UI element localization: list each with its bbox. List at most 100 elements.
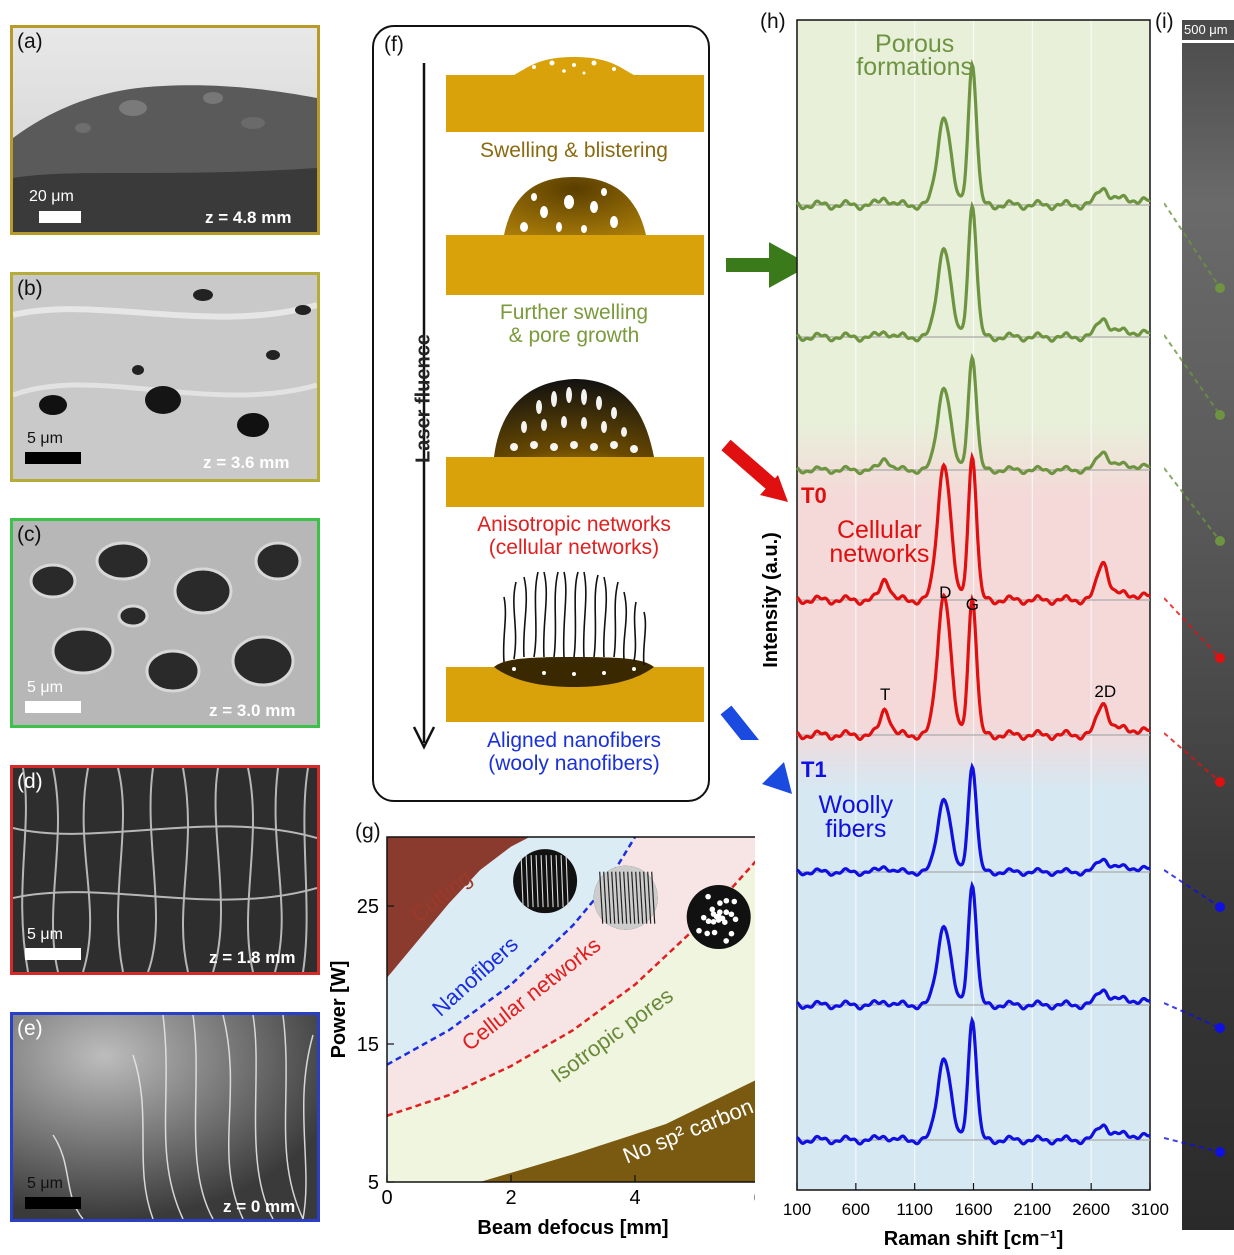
x-tick-label: 1600	[955, 1200, 993, 1219]
stage-caption-3: Anisotropic networks (cellular networks)	[477, 513, 671, 559]
stage-caption-2: Further swelling & pore growth	[499, 301, 649, 347]
peak-label-d: D	[939, 583, 951, 602]
group-label-porous: formations	[856, 53, 973, 81]
sem-image-c	[13, 521, 317, 725]
boundary-cellular	[386, 860, 755, 1117]
sem-image-b	[13, 275, 317, 479]
peak-label-t: T	[880, 685, 890, 704]
sem-panel-c: (c) 5 μm z = 3.0 mm	[10, 518, 320, 728]
y-tick-label: 15	[357, 1034, 379, 1056]
schematic-drawing	[412, 57, 704, 750]
panel-label-c: (c)	[17, 523, 42, 546]
sample-point	[1215, 653, 1225, 663]
sample-point	[1215, 536, 1225, 546]
arrow-blue	[720, 705, 759, 740]
sem-image-d	[13, 768, 317, 972]
group-tag-t1: T1	[801, 757, 827, 782]
sem-panel-a: (a) 20 μm z = 4.8 mm	[10, 25, 320, 235]
y-axis-label: Power [W]	[328, 961, 350, 1059]
group-label-woolly: fibers	[825, 815, 886, 843]
peak-label-2d: 2D	[1094, 682, 1116, 701]
scale-bar-d	[25, 948, 81, 960]
scale-bar-c	[25, 701, 81, 713]
raman-spectrum-line	[795, 451, 1151, 606]
arrow-blue-head	[762, 762, 792, 794]
panel-label-a: (a)	[17, 30, 43, 53]
z-text-b: z = 3.6 mm	[203, 453, 290, 472]
y-axis-label: Intensity (a.u.)	[760, 532, 782, 668]
panel-label-f: (f)	[384, 33, 404, 56]
raman-spectrum-line	[796, 352, 1151, 476]
scale-bar-i	[1182, 40, 1234, 43]
sample-point	[1215, 410, 1225, 420]
group-label-cellular: Cellular	[837, 516, 922, 544]
y-tick-label: 5	[368, 1172, 379, 1194]
raman-spectrum-line	[795, 58, 1151, 212]
scale-text-b: 5 μm	[27, 430, 63, 447]
connector-arrows	[720, 242, 811, 740]
raman-spectrum-line	[796, 1015, 1151, 1146]
sem-panel-e: (e) 5 μm z = 0 mm	[10, 1012, 320, 1222]
x-tick-label: 1100	[896, 1200, 933, 1219]
x-axis-label: Raman shift [cm⁻¹]	[884, 1228, 1063, 1250]
y-tick-label: 25	[357, 896, 379, 918]
x-tick-label: 4	[629, 1187, 640, 1209]
fluence-label: Laser fluence	[412, 334, 435, 463]
sem-image-a	[13, 28, 317, 232]
arrow-green	[726, 242, 811, 288]
sample-points	[1164, 202, 1225, 1157]
group-label-cellular: networks	[829, 540, 929, 568]
panel-label-d: (d)	[17, 770, 43, 793]
sample-point	[1215, 283, 1225, 293]
group-tag-t0: T0	[801, 483, 827, 508]
x-tick-label: 6	[753, 1187, 755, 1209]
raman-spectrum-line	[796, 880, 1151, 1011]
group-label-woolly: Woolly	[819, 791, 894, 819]
x-axis-label: Beam defocus [mm]	[477, 1217, 668, 1239]
peak-label-g: G	[966, 595, 979, 614]
stage-caption-4: Aligned nanofibers (wooly nanofibers)	[487, 729, 661, 775]
scale-text-d: 5 μm	[27, 926, 63, 943]
raman-spectrum-line	[796, 762, 1151, 878]
z-text-c: z = 3.0 mm	[209, 701, 296, 720]
sample-point	[1215, 1023, 1225, 1033]
sem-panel-i: 500 μm	[1182, 20, 1234, 1230]
z-text-d: z = 1.8 mm	[209, 948, 296, 967]
sample-point	[1215, 777, 1225, 787]
x-tick-label: 2100	[1013, 1200, 1051, 1219]
scale-bar-e	[25, 1197, 81, 1209]
x-tick-label: 0	[381, 1187, 392, 1209]
sample-point	[1215, 1147, 1225, 1157]
sem-panel-d: (d) 5 μm z = 1.8 mm	[10, 765, 320, 975]
panel-label-b: (b)	[17, 277, 43, 300]
scale-bar-a	[39, 211, 81, 223]
x-tick-label: 2600	[1072, 1200, 1110, 1219]
panel-label-h: (h)	[760, 10, 786, 33]
z-text-e: z = 0 mm	[223, 1197, 296, 1216]
x-tick-label: 100	[783, 1200, 811, 1219]
scale-text-e: 5 μm	[27, 1175, 63, 1192]
z-text-a: z = 4.8 mm	[205, 208, 292, 227]
scale-text-c: 5 μm	[27, 679, 63, 696]
x-tick-label: 600	[842, 1200, 870, 1219]
panel-label-g: (g)	[355, 820, 381, 843]
raman-spectrum-line	[795, 592, 1151, 742]
stage-caption-1: Swelling & blistering	[480, 139, 668, 162]
sem-image-e	[13, 1015, 317, 1219]
region-no-sp2	[480, 1080, 755, 1182]
stage-swelling-shape	[446, 57, 704, 132]
scale-bar-b	[25, 452, 81, 464]
scale-text-a: 20 μm	[29, 188, 74, 205]
raman-spectrum-line	[796, 200, 1151, 343]
scale-text-i: 500 μm	[1184, 22, 1228, 37]
x-tick-label: 3100	[1131, 1200, 1169, 1219]
sample-point	[1215, 902, 1225, 912]
arrow-red	[721, 439, 777, 491]
panel-label-e: (e)	[17, 1017, 43, 1040]
panel-label-i: (i)	[1155, 10, 1174, 33]
schematic-panel-f: (f) Las	[372, 25, 710, 802]
x-tick-label: 2	[505, 1187, 516, 1209]
region-cutting	[387, 837, 530, 978]
